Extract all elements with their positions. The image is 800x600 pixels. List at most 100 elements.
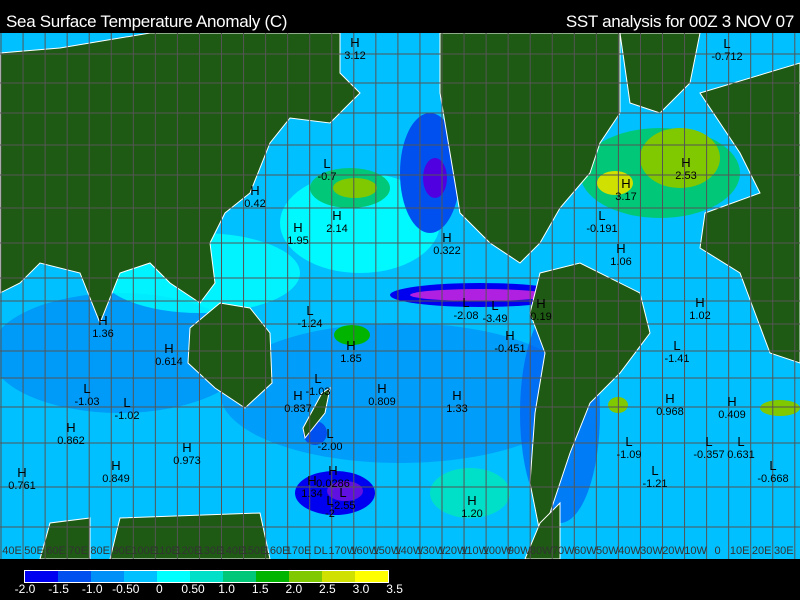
map-title: Sea Surface Temperature Anomaly (C) <box>6 12 288 31</box>
extremum-value: 0.973 <box>173 455 201 467</box>
longitude-label: 100E <box>131 545 157 557</box>
longitude-label: 20W <box>662 545 685 557</box>
longitude-label: 110E <box>154 545 179 557</box>
longitude-label: 160W <box>350 545 379 557</box>
longitude-labels: 40E 50E 60E 70E 80E 90E 100E110E120E130E140E15… <box>2 545 793 557</box>
extremum-value: 0.761 <box>8 480 36 492</box>
high-marker: H <box>467 493 476 508</box>
longitude-label: 100W <box>483 545 512 557</box>
extremum-value: 0.968 <box>656 406 684 418</box>
longitude-label: 140E <box>220 545 246 557</box>
extremum-value: -2 <box>325 508 335 520</box>
extremum-value: 3.17 <box>615 191 636 203</box>
high-marker: H <box>182 440 191 455</box>
colorbar-tick-label: 3.5 <box>386 582 403 596</box>
extremum-value: -1.21 <box>642 478 667 490</box>
colorbar-tick-label: 3.0 <box>352 582 370 596</box>
extremum-value: -2.08 <box>453 310 478 322</box>
extremum-value: 0.0286 <box>316 478 350 490</box>
high-marker: H <box>66 420 75 435</box>
extremum-value: 1.33 <box>446 403 467 415</box>
longitude-label: 30E <box>774 545 794 557</box>
low-marker: L <box>673 338 680 353</box>
extremum-value: -0.191 <box>586 223 617 235</box>
longitude-label: 160E <box>264 545 290 557</box>
extremum-value: 2.14 <box>326 223 347 235</box>
high-marker: H <box>307 473 316 488</box>
australia <box>187 302 273 409</box>
high-marker: H <box>164 341 173 356</box>
extremum-value: -3.49 <box>482 313 507 325</box>
low-marker: L <box>326 493 333 508</box>
extremum-value: 1.02 <box>689 310 710 322</box>
low-marker: L <box>314 371 321 386</box>
africa-europe <box>699 62 800 364</box>
extremum-value: 0.631 <box>727 449 755 461</box>
low-marker: L <box>705 434 712 449</box>
colorbar-tick-label: 2.0 <box>285 582 303 596</box>
longitude-label: 130W <box>417 545 446 557</box>
low-marker: L <box>769 458 776 473</box>
colorbar-swatch <box>322 571 355 582</box>
longitude-label: 90E <box>112 545 132 557</box>
extremum-value: -1.24 <box>297 318 322 330</box>
extremum-value: 0.409 <box>718 409 746 421</box>
extremum-value: -1.03 <box>74 396 99 408</box>
high-marker: H <box>17 465 26 480</box>
extremum-value: -1.03 <box>305 386 330 398</box>
high-marker: H <box>293 220 302 235</box>
extremum-value: 0.809 <box>368 396 396 408</box>
high-marker: H <box>621 176 630 191</box>
extremum-value: -1.02 <box>114 410 139 422</box>
longitude-label: 0 <box>715 545 721 557</box>
colorbar-swatch <box>289 571 322 582</box>
colorbar-swatch <box>355 571 388 582</box>
extremum-value: -0.712 <box>711 51 742 63</box>
low-marker: L <box>625 434 632 449</box>
low-marker: L <box>737 434 744 449</box>
longitude-label: 60E <box>46 545 66 557</box>
colorbar-tick-label: -1.0 <box>81 582 103 596</box>
longitude-label: 120E <box>176 545 202 557</box>
colorbar-tick-label: -0.50 <box>112 582 140 596</box>
extremum-value: 2.53 <box>675 170 696 182</box>
low-marker: L <box>462 295 469 310</box>
extremum-value: -2.00 <box>317 441 342 453</box>
low-marker: L <box>491 298 498 313</box>
high-marker: H <box>452 388 461 403</box>
extremum-value: -0.357 <box>693 449 724 461</box>
colorbar-tick-label: 1.0 <box>218 582 235 596</box>
low-marker: L <box>598 208 605 223</box>
high-marker: H <box>665 391 674 406</box>
longitude-label: 150W <box>372 545 401 557</box>
extremum-value: -2.55 <box>330 500 355 512</box>
longitude-label: 110W <box>461 545 490 557</box>
analysis-date: SST analysis for 00Z 3 NOV 07 <box>565 12 794 31</box>
colorbar-swatch <box>25 571 58 582</box>
longitude-label: 70W <box>552 545 575 557</box>
high-marker: H <box>332 208 341 223</box>
high-marker: H <box>377 381 386 396</box>
longitude-label: 170W <box>328 545 357 557</box>
longitude-label: DL <box>314 545 328 557</box>
longitude-label: 10E <box>730 545 750 557</box>
colorbar-tick-label: 0 <box>156 582 163 596</box>
longitude-label: 60W <box>574 545 597 557</box>
longitude-label: 20E <box>752 545 772 557</box>
extremum-value: 0.837 <box>284 403 312 415</box>
extremum-value: 1.95 <box>287 235 308 247</box>
longitude-label: 150E <box>242 545 268 557</box>
low-marker: L <box>723 36 730 51</box>
colorbar-tick-label: 1.5 <box>251 582 269 596</box>
extremum-value: 3.12 <box>344 50 365 62</box>
colorbar-swatch <box>256 571 289 582</box>
low-marker: L <box>651 463 658 478</box>
high-marker: H <box>681 155 690 170</box>
extremum-value: -0.451 <box>494 343 525 355</box>
extremum-value: -1.09 <box>616 449 641 461</box>
colorbar-swatch <box>58 571 91 582</box>
extremum-value: 1.85 <box>340 353 361 365</box>
longitude-label: 120W <box>439 545 468 557</box>
colorbar-swatch <box>91 571 124 582</box>
low-marker: L <box>306 303 313 318</box>
